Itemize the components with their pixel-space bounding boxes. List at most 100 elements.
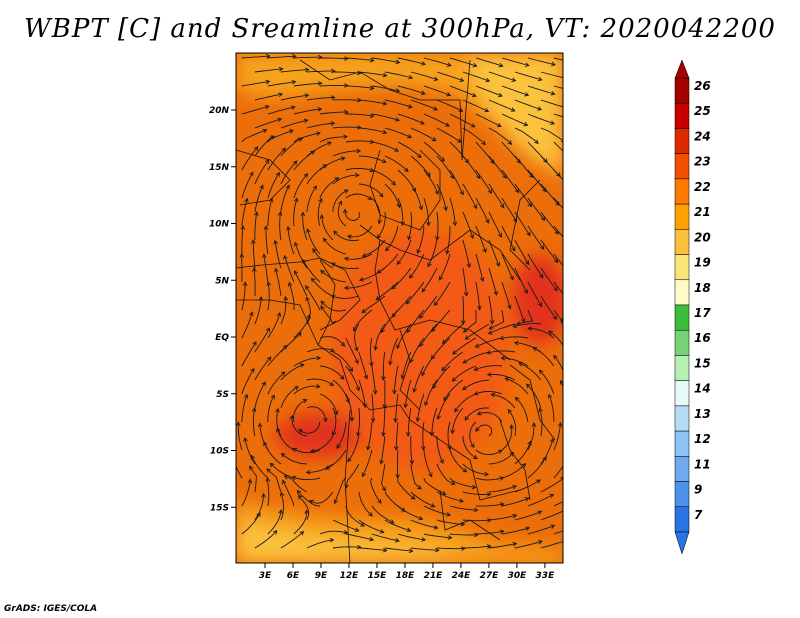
streamline-arrow [547,393,553,399]
streamline-arrow [403,167,409,173]
lat-tick-label: 15N [209,163,230,173]
streamline-arrow [582,285,586,289]
lon-tick-label: 21E [424,571,444,581]
streamline-arrow [431,136,437,142]
streamline [319,84,348,87]
streamline-arrow [396,260,402,265]
streamline-arrow [297,332,302,337]
streamline-arrow [406,527,412,533]
streamline [306,122,335,129]
streamline-arrow [499,502,505,507]
streamline [507,409,517,437]
lat-tick-label: 5S [216,390,229,400]
streamline-arrow [435,547,440,553]
streamline [254,530,278,549]
streamline-arrow [461,546,466,551]
streamline [293,82,322,87]
streamline [305,285,321,311]
streamline-arrow [244,197,249,203]
streamline-arrow [421,287,427,293]
streamline [270,462,295,479]
streamline-arrow [327,141,333,146]
streamline [423,141,445,162]
streamline [345,365,360,391]
streamline [280,119,308,129]
streamline [280,94,309,101]
streamline-arrow [304,67,310,73]
streamline-arrow [471,92,477,98]
streamline-arrow [283,254,288,260]
streamline [553,169,563,181]
streamline [465,323,490,340]
streamline [394,393,399,422]
streamline [423,113,450,127]
streamline [527,456,547,479]
streamline-arrow [497,232,503,238]
streamline [306,164,328,185]
streamline [371,85,400,92]
streamline [317,198,323,227]
streamline-arrow [583,200,587,204]
streamline [347,435,360,462]
streamline [311,278,334,297]
streamline-arrow [272,530,278,535]
streamline [462,295,464,325]
streamline-arrow [357,70,362,76]
streamline-arrow [330,95,336,100]
streamline-arrow [369,85,375,91]
streamline [298,421,321,434]
streamline [477,412,503,423]
streamline [449,477,476,488]
streamline [410,183,423,210]
streamline-arrow [293,197,299,203]
streamline-arrow [512,541,518,547]
streamline-arrow [486,372,492,377]
streamline [280,138,303,157]
streamline [540,127,563,141]
streamline-arrow [435,235,440,241]
streamline-arrow [493,290,499,296]
streamline-arrow [499,335,505,341]
streamline [302,212,308,241]
streamline [384,99,413,108]
streamline [369,337,373,366]
streamline-arrow [553,286,558,292]
streamline [267,371,286,395]
streamline-arrow [310,277,316,283]
streamline [265,226,269,255]
streamline-arrow [345,398,350,404]
colorbar-label: 18 [694,281,711,295]
streamline [419,323,438,347]
streamline-arrow [490,392,496,398]
streamline [282,480,295,507]
streamline-arrow [319,214,325,219]
streamline [487,373,516,381]
streamline-arrow [262,128,268,134]
streamline-arrow [433,525,439,530]
streamline [500,336,528,340]
streamline-arrow [340,156,346,161]
streamline-arrow [273,239,278,245]
streamline [527,169,547,192]
streamline-arrow [377,219,382,225]
streamline [501,357,529,367]
streamline [553,85,563,89]
streamline-arrow [339,375,345,380]
streamline-arrow [462,328,468,333]
streamline-arrow [561,138,563,143]
streamline-arrow [290,105,296,110]
streamline-arrow [379,529,385,534]
streamline-arrow [439,459,444,464]
streamline [567,478,591,492]
streamline [332,351,353,372]
map-figure: 20N 15N 10N 5N EQ 5S 10S 15S 3E 6E 9E 12E 15E 18E 21E… [209,52,711,581]
streamline [320,305,337,325]
streamline-arrow [299,530,305,536]
streamline [252,408,256,437]
streamline-arrow [514,188,520,194]
streamline [527,197,546,221]
streamline [410,155,431,177]
streamline [488,452,514,465]
streamline [410,491,435,508]
streamline-arrow [240,225,246,230]
